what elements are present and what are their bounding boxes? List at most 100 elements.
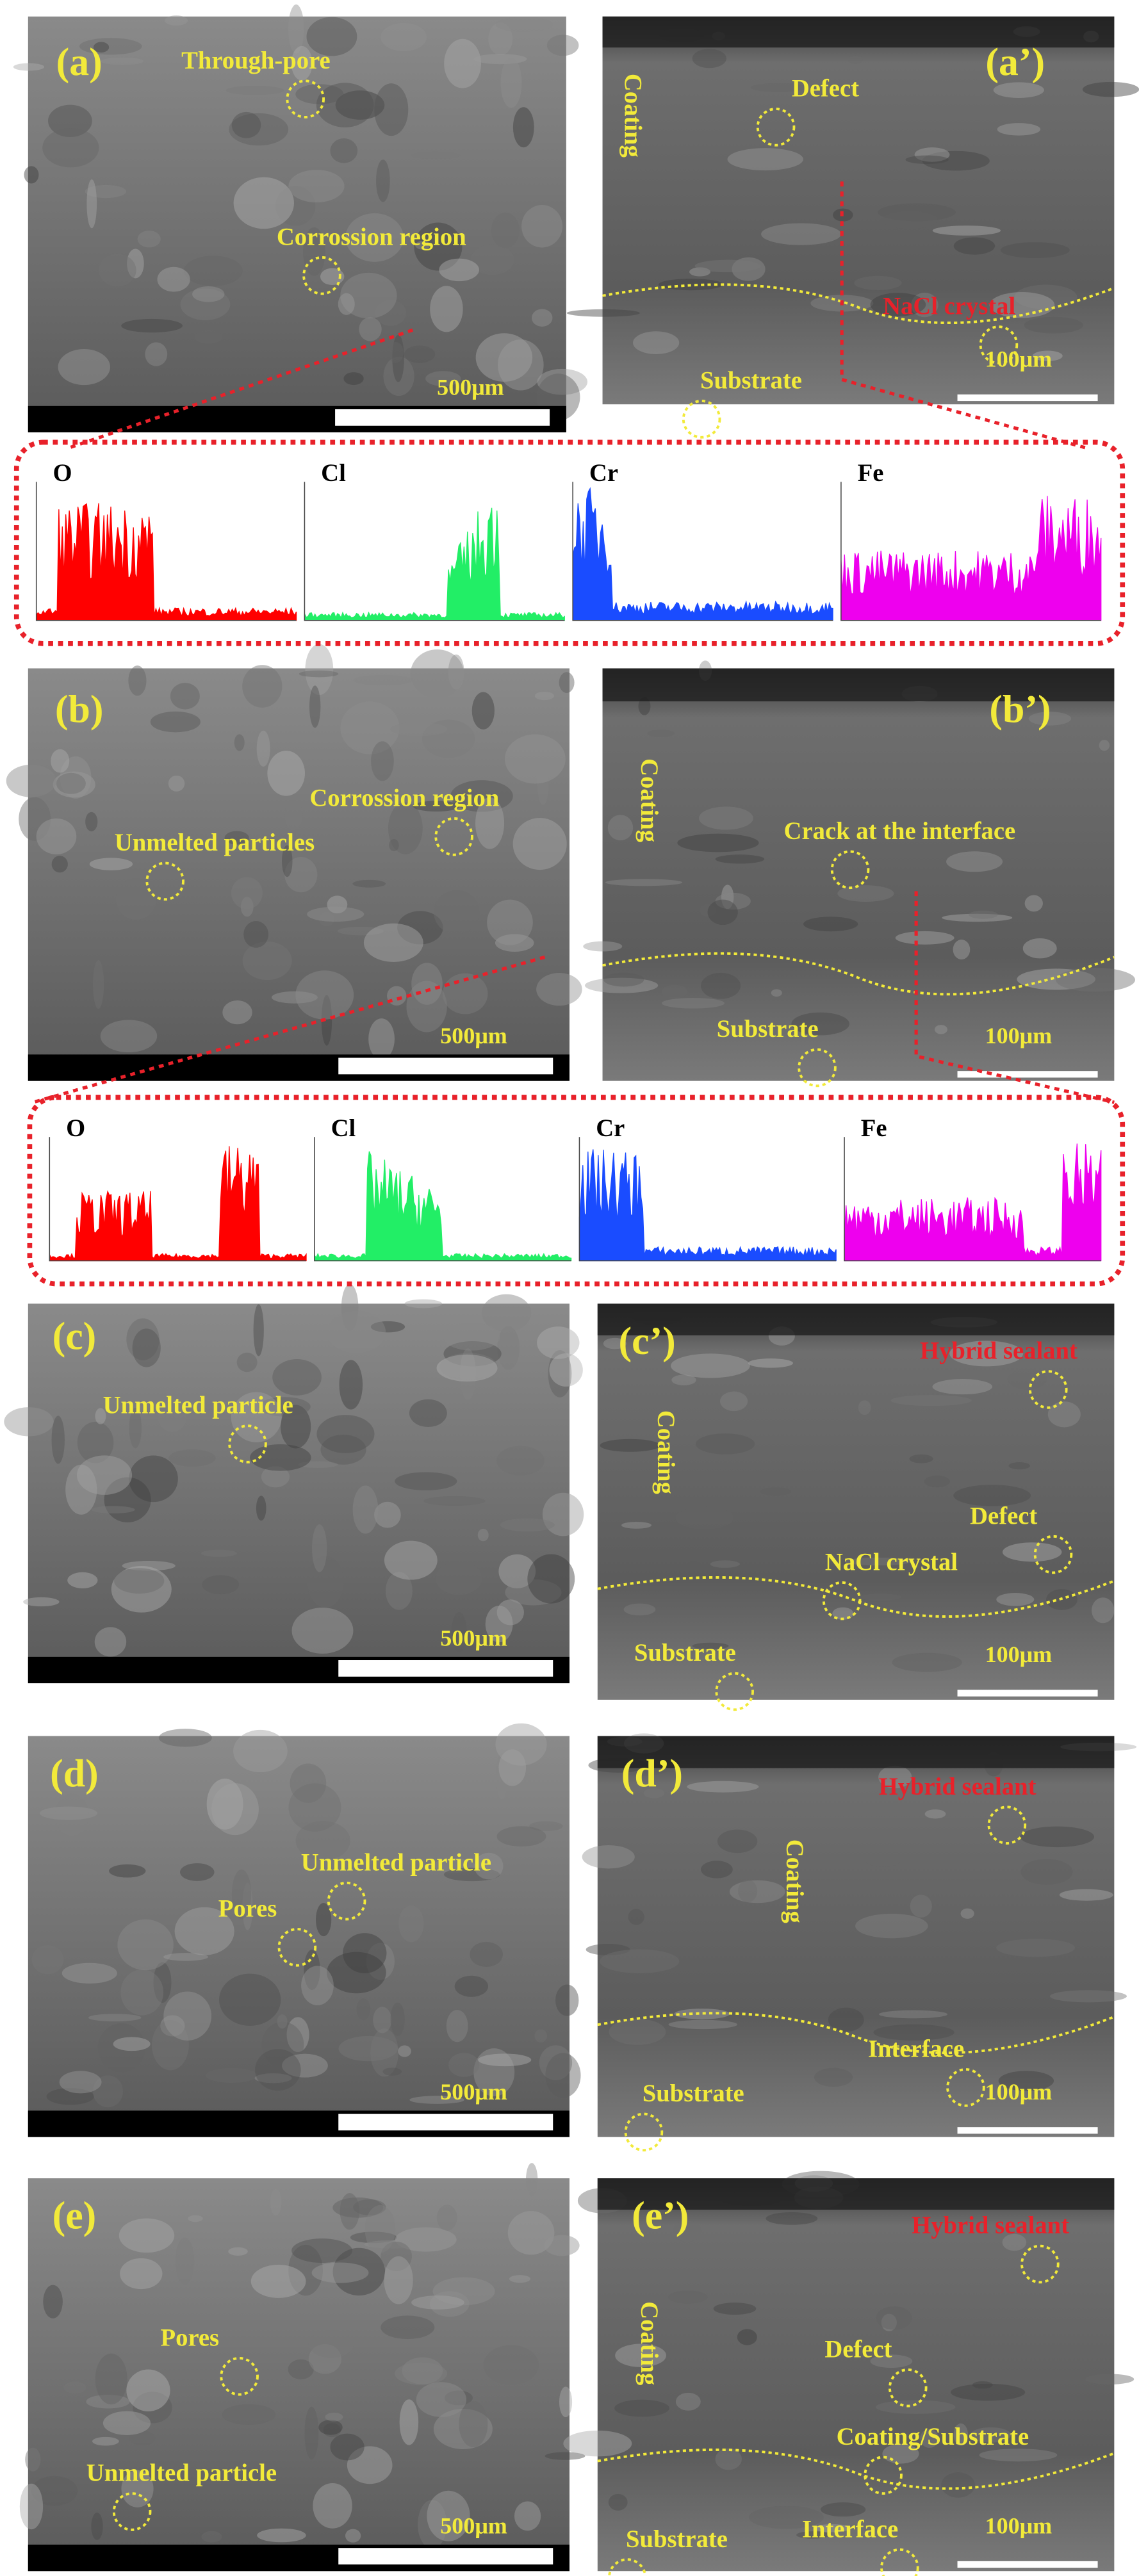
texture (474, 1852, 504, 1880)
texture (390, 2002, 405, 2036)
texture (471, 692, 495, 730)
scale-label: 500μm (440, 2079, 507, 2105)
texture (1007, 1369, 1047, 1390)
texture (368, 1018, 395, 1060)
texture (126, 1318, 160, 1360)
texture (120, 1969, 164, 2016)
texture (137, 230, 161, 248)
texture (385, 1572, 413, 1610)
annotation: Unmelted particle (86, 2460, 277, 2487)
texture (848, 55, 863, 64)
annotation: Defect (792, 76, 859, 102)
eds-spectrum (314, 1151, 572, 1262)
texture (537, 1326, 580, 1359)
texture (399, 2399, 419, 2445)
texture (416, 2382, 467, 2417)
texture (932, 1379, 993, 1395)
texture (1085, 2374, 1135, 2384)
texture (996, 1938, 1076, 1957)
eds-axes (572, 482, 833, 621)
sealant-or-top (602, 668, 1115, 702)
texture (858, 1400, 871, 1415)
texture (119, 2218, 175, 2253)
texture (258, 1397, 311, 1417)
texture (129, 1407, 142, 1449)
sem-image (28, 16, 566, 433)
texture (288, 4, 304, 54)
texture (505, 1579, 562, 1606)
texture (924, 1475, 950, 1488)
texture (603, 1337, 627, 1349)
texture (911, 292, 938, 318)
texture (410, 649, 464, 699)
texture (671, 1374, 696, 1385)
texture (451, 1612, 467, 1652)
texture (201, 2531, 222, 2543)
texture (382, 2067, 402, 2076)
eds-spectrum (572, 487, 833, 621)
marker-ring (302, 256, 341, 295)
texture (729, 1880, 785, 1903)
texture (638, 697, 651, 715)
texture (133, 2392, 172, 2424)
texture (180, 288, 231, 321)
texture (192, 286, 225, 302)
texture (150, 711, 201, 733)
marker-ring (624, 2112, 664, 2152)
texture (109, 1864, 146, 1878)
sealant-or-top (597, 1303, 1115, 1335)
texture (433, 2408, 493, 2449)
texture (844, 1557, 912, 1566)
texture (566, 309, 640, 317)
texture (100, 1020, 158, 1053)
texture (1047, 1401, 1081, 1428)
texture (475, 333, 533, 382)
texture (46, 2088, 94, 2105)
annotation: Substrate (700, 368, 802, 395)
texture (459, 1348, 476, 1400)
scale-label: 100μm (985, 1642, 1053, 1667)
texture (306, 17, 357, 56)
texture (603, 972, 644, 987)
texture (584, 977, 659, 993)
texture (102, 2411, 151, 2436)
element-label: Fe (861, 1115, 887, 1142)
texture (876, 2306, 912, 2330)
texture (500, 57, 522, 108)
texture (481, 1294, 532, 1332)
texture (1092, 1597, 1115, 1624)
element-label: O (53, 460, 72, 487)
texture (953, 237, 996, 255)
texture (1049, 1990, 1127, 2003)
texture (549, 1353, 583, 1387)
texture (86, 2394, 130, 2409)
texture (48, 104, 92, 138)
texture (559, 672, 575, 693)
annotation: Coating (781, 1839, 808, 1923)
texture (43, 2285, 63, 2319)
texture (496, 1599, 524, 1626)
texture (497, 1326, 520, 1370)
texture (605, 879, 683, 886)
texture (281, 845, 293, 877)
texture (327, 1310, 386, 1353)
scale-label: 500μm (440, 2513, 507, 2539)
texture (633, 331, 680, 354)
annotation: Unmelted particle (301, 1849, 491, 1876)
texture (542, 1492, 584, 1537)
texture (111, 1565, 172, 1613)
texture (413, 801, 460, 812)
texture (373, 2007, 392, 2034)
texture (643, 1788, 665, 1798)
scale-label: 100μm (985, 346, 1053, 372)
texture (261, 2021, 304, 2067)
texture (713, 2303, 757, 2315)
annotation: Crack at the interface (784, 818, 1016, 845)
texture (675, 2392, 701, 2411)
texture (748, 2506, 824, 2529)
texture (972, 2381, 993, 2389)
texture (1055, 968, 1136, 992)
annotation: Corrossion region (309, 785, 499, 812)
texture (288, 2359, 314, 2379)
texture (23, 1597, 60, 1607)
